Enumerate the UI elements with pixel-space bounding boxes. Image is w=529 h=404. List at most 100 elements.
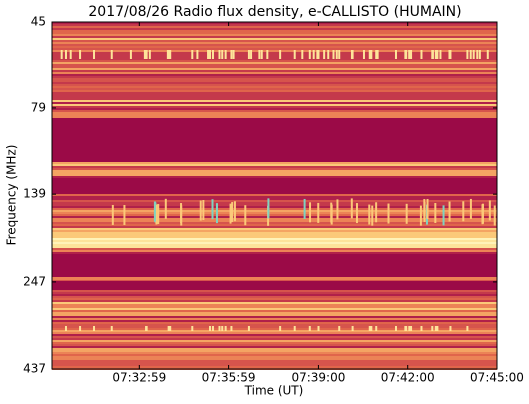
burst-streak [371,205,374,226]
spectrum-row [52,84,497,86]
spectrum-row [52,294,497,296]
burst-streak [155,204,158,225]
spectrum-row [52,28,497,30]
burst-streak [350,198,353,219]
burst-streak [199,200,202,221]
spectrum-row [52,86,497,88]
spectrum-row [52,312,497,314]
burst-streak [410,50,413,59]
spectrogram [52,22,497,370]
burst-streak [370,50,373,59]
burst-streak [303,198,306,219]
spectrum-row [52,162,497,164]
burst-streak [472,50,475,59]
burst-streak [64,50,67,59]
spectrum-row [52,304,497,306]
burst-streak [221,326,224,331]
spectrum-row [52,216,497,218]
burst-streak [157,204,160,225]
spectrum-row [52,228,497,230]
burst-streak [209,326,212,331]
spectrum-row [52,214,497,216]
spectrum-row [52,318,497,320]
spectrum-row [52,292,497,294]
burst-streak [434,326,437,331]
burst-streak [476,50,479,59]
spectrum-row [52,314,497,316]
spectrum-row [52,166,497,168]
burst-streak [260,50,263,59]
spectrum-row [52,290,497,292]
spectrum-row [52,194,497,196]
spectrum-row [52,64,497,66]
burst-streak [144,50,147,59]
x-tick-label: 07:35:59 [202,371,256,385]
spectrum-row [52,344,497,346]
burst-streak [224,326,227,331]
spectrum-row [52,108,497,110]
spectrum-row [52,112,497,114]
burst-streak [338,50,341,59]
burst-streak [247,326,250,331]
spectrum-row [52,366,497,368]
burst-streak [493,205,496,226]
spectrum-row [52,52,497,54]
spectrum-row [52,296,497,298]
spectrum-row [52,350,497,352]
spectrum-row [52,200,497,202]
spectrum-row [52,204,497,206]
spectrum-band [52,178,497,194]
spectrum-row [52,114,497,116]
burst-streak [164,198,167,219]
burst-streak [394,326,397,331]
spectrum-row [52,208,497,210]
spectrum-row [52,336,497,338]
spectrum-row [52,334,497,336]
spectrum-row [52,218,497,220]
plot-frame [51,21,498,370]
burst-streak [351,50,354,59]
spectrum-row [52,360,497,362]
burst-streak [202,200,205,221]
spectrum-row [52,330,497,332]
spectrum-band [52,281,497,290]
y-tick-label: 79 [31,100,46,114]
burst-streak [233,201,236,222]
burst-streak [423,202,426,223]
burst-streak [330,202,333,223]
burst-streak [279,326,282,331]
spectrum-row [52,234,497,236]
spectrum-row [52,46,497,48]
burst-streak [215,203,218,224]
spectrum-row [52,244,497,246]
burst-streak [221,50,224,59]
burst-streak [218,326,221,331]
burst-streak [64,326,67,331]
spectrum-row [52,236,497,238]
spectrum-row [52,42,497,44]
burst-streak [327,50,330,59]
spectrum-row [52,316,497,318]
burst-streak [123,204,126,225]
spectrum-row [52,66,497,68]
spectrum-row [52,78,497,80]
spectrum-row [52,354,497,356]
burst-streak [69,50,72,59]
burst-streak [368,326,371,331]
spectrum-row [52,94,497,96]
spectrum-row [52,232,497,234]
burst-streak [387,203,390,224]
spectrum-row [52,26,497,28]
burst-streak [258,50,261,59]
burst-streak [420,50,423,59]
spectrum-row [52,110,497,112]
spectrum-row [52,248,497,250]
burst-streak [375,326,378,331]
burst-streak [110,50,113,59]
burst-streak [191,326,194,331]
spectrum-row [52,326,497,328]
spectrum-row [52,277,497,280]
spectrum-row [52,56,497,58]
burst-streak [167,326,170,331]
